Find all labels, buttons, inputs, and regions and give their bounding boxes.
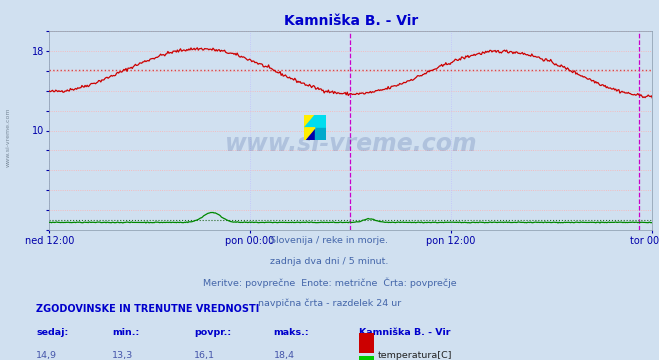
Text: www.si-vreme.com: www.si-vreme.com (225, 132, 477, 157)
Text: www.si-vreme.com: www.si-vreme.com (5, 107, 11, 167)
Text: zadnja dva dni / 5 minut.: zadnja dva dni / 5 minut. (270, 257, 389, 266)
Text: 18,4: 18,4 (273, 351, 295, 360)
Title: Kamniška B. - Vir: Kamniška B. - Vir (284, 14, 418, 28)
Text: 13,3: 13,3 (112, 351, 133, 360)
Text: min.:: min.: (112, 328, 139, 337)
Polygon shape (304, 128, 315, 140)
Text: temperatura[C]: temperatura[C] (378, 351, 452, 360)
Text: Kamniška B. - Vir: Kamniška B. - Vir (359, 328, 451, 337)
Text: Slovenija / reke in morje.: Slovenija / reke in morje. (270, 236, 389, 245)
Bar (315, 115, 326, 128)
Text: ZGODOVINSKE IN TRENUTNE VREDNOSTI: ZGODOVINSKE IN TRENUTNE VREDNOSTI (36, 304, 260, 314)
Text: navpična črta - razdelek 24 ur: navpična črta - razdelek 24 ur (258, 298, 401, 308)
Text: sedaj:: sedaj: (36, 328, 69, 337)
Text: povpr.:: povpr.: (194, 328, 231, 337)
Text: Meritve: povprečne  Enote: metrične  Črta: povprečje: Meritve: povprečne Enote: metrične Črta:… (203, 278, 456, 288)
Bar (315, 128, 326, 140)
Bar (304, 128, 315, 140)
Text: 14,9: 14,9 (36, 351, 57, 360)
Text: maks.:: maks.: (273, 328, 309, 337)
Bar (304, 115, 315, 128)
Text: 16,1: 16,1 (194, 351, 215, 360)
Polygon shape (304, 115, 315, 128)
